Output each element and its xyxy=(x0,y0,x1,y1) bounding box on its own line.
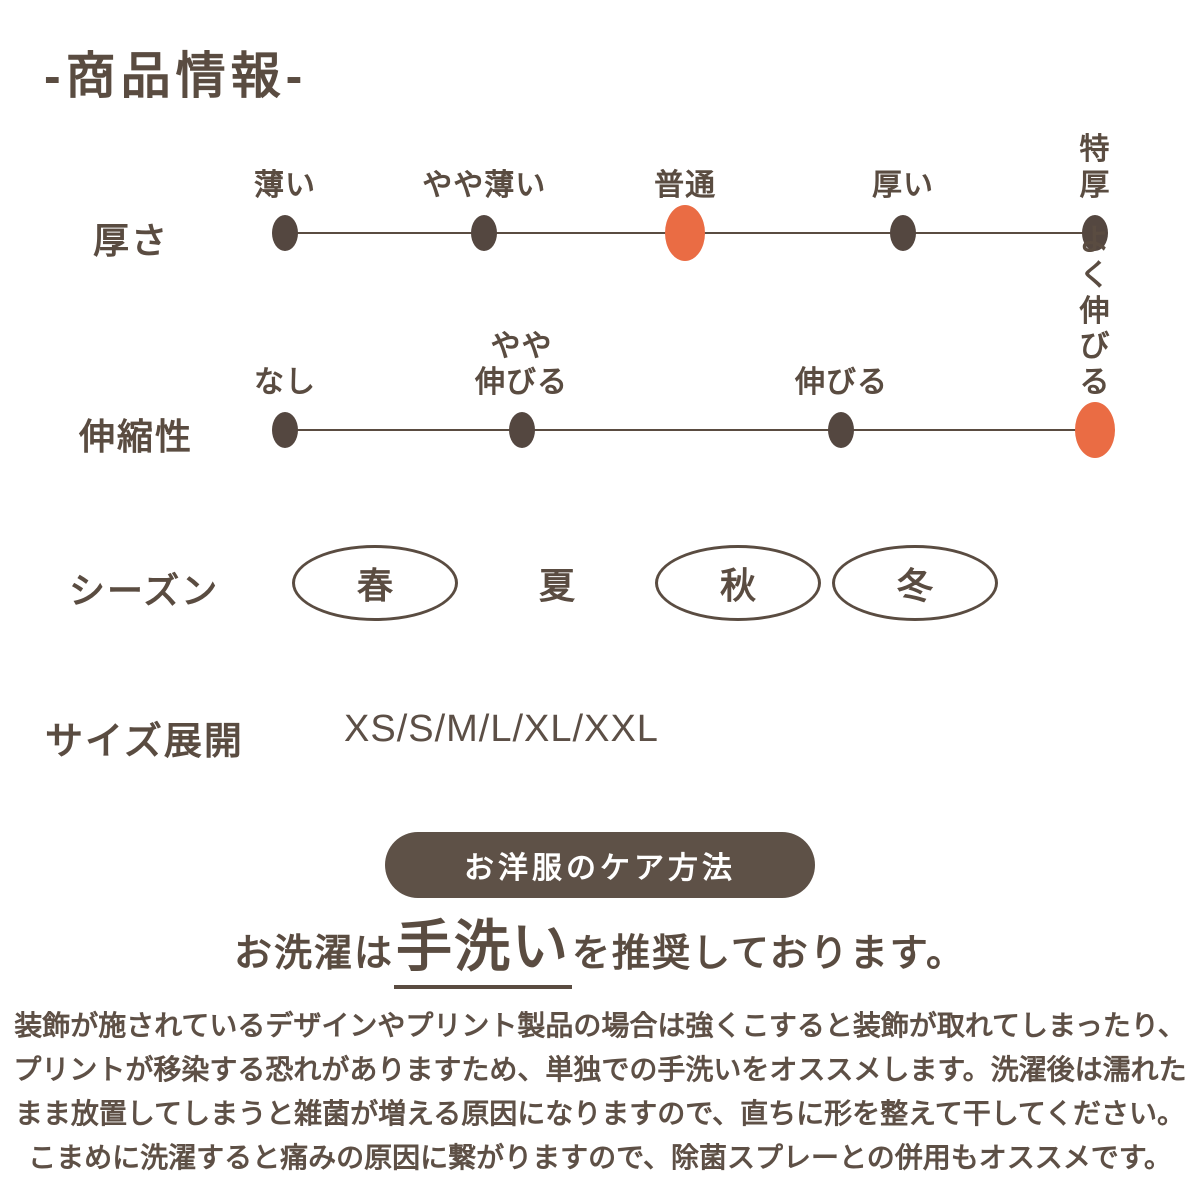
scale-dot xyxy=(272,412,298,448)
page-title: -商品情報- xyxy=(44,48,308,104)
care-method-button[interactable]: お洋服のケア方法 xyxy=(385,832,815,898)
wash-note-highlight: 手洗い xyxy=(394,902,573,989)
care-paragraph-line: まま放置してしまうと雑菌が増える原因になりますので、直ちに形を整えて干してくださ… xyxy=(14,1098,1186,1129)
season-item: 夏 xyxy=(538,565,576,606)
thickness-row-label: 厚さ xyxy=(93,220,170,261)
scale-dot xyxy=(272,215,298,251)
care-paragraph: 装飾が施されているデザインやプリント製品の場合は強くこすると装飾が取れてしまった… xyxy=(0,1004,1200,1180)
care-paragraph-line: プリントが移染する恐れがありますため、単独での手洗いをオススメします。洗濯後は濡… xyxy=(13,1054,1187,1085)
wash-recommendation: お洗濯は 手洗い を推奨しております。 xyxy=(0,902,1200,992)
scale-dot-selected xyxy=(665,205,706,261)
scale-option-label: なし xyxy=(254,365,316,399)
scale-dot xyxy=(471,215,498,251)
season-item-circled: 冬 xyxy=(832,545,998,621)
season-row-label: シーズン xyxy=(69,570,220,611)
care-paragraph-line: 装飾が施されているデザインやプリント製品の場合は強くこすると装飾が取れてしまった… xyxy=(14,1010,1186,1041)
stretch-scale-line xyxy=(285,429,1095,431)
care-paragraph-line: こまめに洗濯すると痛みの原因に繋がりますので、除菌スプレーとの併用もオススメです… xyxy=(28,1142,1172,1173)
scale-option-label: 伸びる xyxy=(794,365,888,399)
scale-dot-selected xyxy=(1075,402,1115,458)
season-item-circled: 春 xyxy=(292,545,458,621)
scale-option-label: 特厚 xyxy=(1079,133,1111,202)
scale-option-label: 薄い xyxy=(254,168,316,202)
wash-note-suffix: を推奨しております。 xyxy=(572,933,966,975)
scale-option-label: 厚い xyxy=(872,168,935,202)
scale-dot xyxy=(828,412,855,448)
season-item-circled: 秋 xyxy=(655,545,821,621)
wash-note-prefix: お洗濯は xyxy=(234,933,395,975)
scale-dot xyxy=(890,215,917,251)
scale-option-label: 普通 xyxy=(654,168,717,202)
sizes-value: XS/S/M/L/XL/XXL xyxy=(344,708,659,750)
sizes-row-label: サイズ展開 xyxy=(45,721,244,763)
scale-dot xyxy=(508,412,535,448)
scale-option-label: よく 伸びる xyxy=(1079,224,1111,399)
stretch-row-label: 伸縮性 xyxy=(79,416,194,457)
scale-option-label: やや薄い xyxy=(422,168,547,202)
scale-dot xyxy=(1082,215,1108,251)
scale-option-label: やや 伸びる xyxy=(475,330,569,399)
